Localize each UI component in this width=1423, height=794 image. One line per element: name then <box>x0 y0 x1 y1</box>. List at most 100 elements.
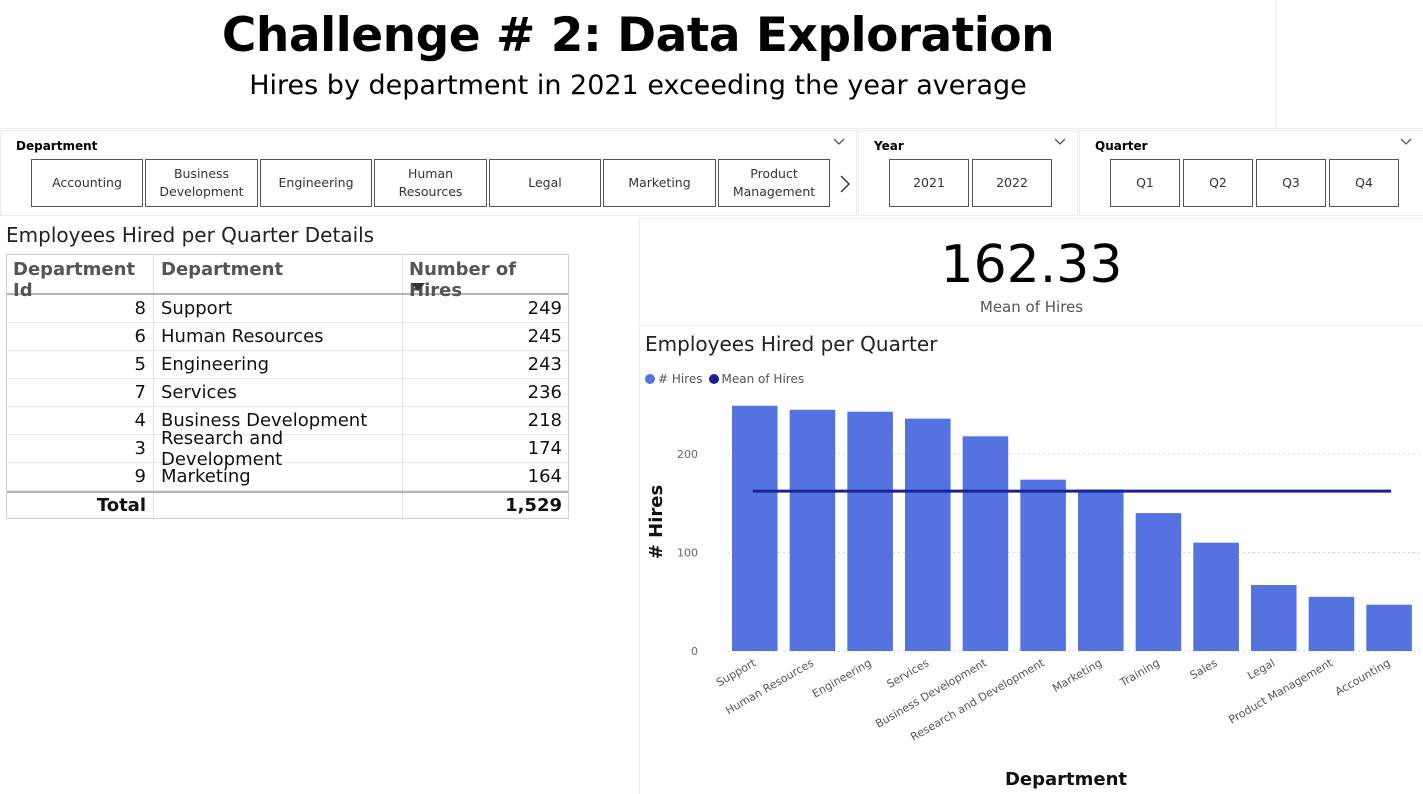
x-tick-label: Marketing <box>1050 656 1104 695</box>
department-slicer: Department Accounting Business Developme… <box>0 130 857 216</box>
total-value: 1,529 <box>505 495 562 516</box>
bar <box>962 436 1009 651</box>
chevron-down-icon[interactable] <box>1399 135 1413 149</box>
chevron-right-icon[interactable] <box>837 173 853 195</box>
department-option-business-development[interactable]: Business Development <box>145 159 258 207</box>
legend-item-mean[interactable]: Mean of Hires <box>708 372 805 386</box>
cell-department: Business Development <box>154 407 403 434</box>
cell-department-id: 7 <box>7 379 154 406</box>
department-option-legal[interactable]: Legal <box>489 159 601 207</box>
table-row[interactable]: 5 Engineering 243 <box>7 351 568 379</box>
sort-descending-icon <box>411 283 425 291</box>
cell-number-of-hires: 243 <box>527 354 562 375</box>
cell-department-id: 4 <box>7 407 154 434</box>
bar <box>732 405 778 651</box>
bar <box>847 411 893 651</box>
mean-hires-card: 162.33 Mean of Hires <box>639 218 1423 326</box>
card-value: 162.33 <box>940 235 1123 295</box>
cell-department: Engineering <box>154 351 403 378</box>
cell-department-id: 6 <box>7 323 154 350</box>
table-row[interactable]: 8 Support 249 <box>7 295 568 323</box>
chart-title: Employees Hired per Quarter <box>645 332 938 356</box>
column-header-department[interactable]: Department <box>154 255 403 293</box>
x-tick-label: Sales <box>1188 656 1220 682</box>
department-option-marketing[interactable]: Marketing <box>603 159 716 207</box>
table-row[interactable]: 3 Research and Development 174 <box>7 428 568 470</box>
report-header: Challenge # 2: Data Exploration Hires by… <box>0 0 1277 129</box>
bar <box>1193 542 1239 651</box>
card-label: Mean of Hires <box>979 298 1084 316</box>
report-title: Challenge # 2: Data Exploration <box>221 8 1055 63</box>
legend-dot-mean <box>708 374 719 384</box>
legend-label-hires: # Hires <box>658 372 703 386</box>
year-slicer-label: Year <box>874 139 904 153</box>
quarter-option-q2[interactable]: Q2 <box>1183 159 1253 207</box>
cell-department-id: 9 <box>7 463 154 490</box>
department-option-engineering[interactable]: Engineering <box>260 159 372 207</box>
y-tick-label: 100 <box>677 547 698 560</box>
chevron-down-icon[interactable] <box>1053 135 1067 149</box>
header-blank-panel <box>1277 0 1423 129</box>
quarter-slicer: Quarter Q1 Q2 Q3 Q4 <box>1079 130 1423 216</box>
table-body: 8 Support 249 6 Human Resources 245 5 Engineeri… <box>7 295 568 491</box>
quarter-option-q4[interactable]: Q4 <box>1329 159 1399 207</box>
column-header-number-of-hires[interactable]: Number of Hires <box>409 259 517 301</box>
year-slicer: Year 2021 2022 <box>858 130 1078 216</box>
quarter-option-q3[interactable]: Q3 <box>1256 159 1326 207</box>
cell-number-of-hires: 236 <box>527 382 562 403</box>
cell-number-of-hires: 245 <box>527 326 562 347</box>
x-tick-label: Engineering <box>810 656 874 700</box>
bar <box>1366 604 1412 651</box>
cell-department: Human Resources <box>154 323 403 350</box>
x-tick-label: Services <box>885 656 932 691</box>
table-row[interactable]: 7 Services 236 <box>7 379 568 407</box>
table-title: Employees Hired per Quarter Details <box>6 223 375 247</box>
department-option-human-resources[interactable]: Human Resources <box>374 159 487 207</box>
cell-department-id: 8 <box>7 295 154 322</box>
y-tick-label: 0 <box>691 645 698 658</box>
x-axis-title: Department <box>1005 769 1127 790</box>
x-tick-label: Legal <box>1245 656 1277 682</box>
x-tick-label: Accounting <box>1333 656 1393 698</box>
cell-department-id: 3 <box>7 435 154 462</box>
year-option-2022[interactable]: 2022 <box>972 159 1052 207</box>
table-row[interactable]: 9 Marketing 164 <box>7 463 568 491</box>
cell-department-id: 5 <box>7 351 154 378</box>
table-total-row: Total 1,529 <box>7 491 568 518</box>
y-axis-title: # Hires <box>646 485 667 559</box>
cell-department: Services <box>154 379 403 406</box>
legend-item-hires[interactable]: # Hires <box>645 372 703 386</box>
cell-number-of-hires: 218 <box>527 410 562 431</box>
table-header-row: Department Id Department Number of Hires <box>7 255 568 301</box>
bar <box>1308 596 1355 651</box>
column-header-department-id[interactable]: Department Id <box>7 255 154 301</box>
table-row[interactable]: 6 Human Resources 245 <box>7 323 568 351</box>
bar <box>1135 513 1182 651</box>
cell-number-of-hires: 164 <box>527 466 562 487</box>
quarter-slicer-label: Quarter <box>1095 139 1148 153</box>
department-option-accounting[interactable]: Accounting <box>31 159 143 207</box>
cell-department: Marketing <box>154 463 403 490</box>
bar <box>1251 585 1297 651</box>
year-option-2021[interactable]: 2021 <box>889 159 969 207</box>
x-tick-label: Training <box>1117 656 1162 689</box>
bar <box>1020 479 1066 651</box>
chevron-down-icon[interactable] <box>832 135 846 149</box>
bar <box>905 418 951 651</box>
quarter-option-q1[interactable]: Q1 <box>1110 159 1180 207</box>
cell-number-of-hires: 249 <box>527 298 562 319</box>
total-label: Total <box>7 493 154 518</box>
bar <box>789 409 836 651</box>
cell-department: Research and Development <box>154 428 403 470</box>
cell-number-of-hires: 174 <box>527 438 562 459</box>
total-department-cell <box>154 493 403 518</box>
hires-chart-panel: Employees Hired per Quarter # Hires Mean… <box>639 327 1423 794</box>
chart-legend: # Hires Mean of Hires <box>645 372 810 386</box>
legend-label-mean: Mean of Hires <box>721 372 805 386</box>
department-option-product-management[interactable]: Product Management <box>718 159 830 207</box>
hires-table: Department Id Department Number of Hires… <box>6 254 569 519</box>
table-row[interactable]: 4 Business Development 218 <box>7 407 568 435</box>
x-tick-label: Product Management <box>1226 656 1335 726</box>
x-tick-label: Support <box>714 656 759 689</box>
